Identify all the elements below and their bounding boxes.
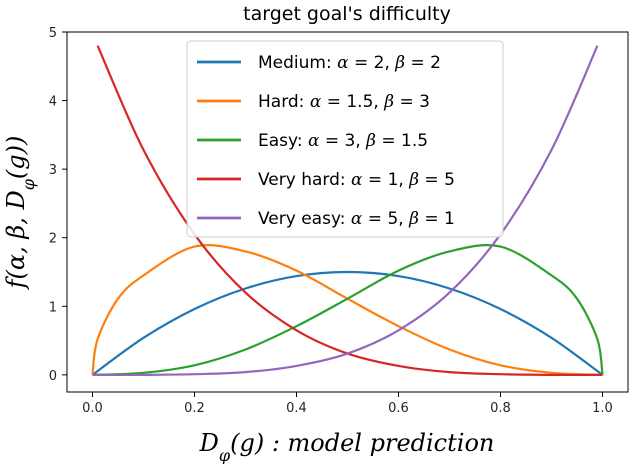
legend-box <box>186 40 504 238</box>
series-line-1 <box>91 270 604 376</box>
x-tick-label: 0.6 <box>388 401 409 416</box>
legend-label-1: Medium: α = 2, β = 2 <box>258 53 441 73</box>
y-tick-label: 4 <box>49 95 57 110</box>
legend-label-2: Hard: α = 1.5, β = 3 <box>258 92 430 112</box>
y-tick-label: 5 <box>49 26 57 41</box>
y-tick-label: 1 <box>49 300 57 315</box>
series-layer <box>91 45 604 377</box>
y-tick-label: 3 <box>49 163 57 178</box>
legend-label-5: Very easy: α = 5, β = 1 <box>258 209 455 229</box>
x-tick-label: 0.2 <box>184 401 205 416</box>
x-tick-label: 0.4 <box>286 401 307 416</box>
legend: Medium: α = 2, β = 2 Hard: α = 1.5, β = 3… <box>186 40 504 238</box>
y-axis-title: f(α, β, Dφ(g)) <box>2 136 38 291</box>
x-tick-label: 0.0 <box>82 401 103 416</box>
x-tick-label: 0.8 <box>490 401 511 416</box>
x-tick-label: 1.0 <box>592 401 613 416</box>
series-line-3 <box>92 244 604 376</box>
y-tick-label: 0 <box>49 369 57 384</box>
series-line-2 <box>91 244 603 376</box>
legend-label-3: Easy: α = 3, β = 1.5 <box>258 131 428 151</box>
series-line-4 <box>96 45 603 377</box>
series-line-5 <box>92 45 599 377</box>
plot-frame <box>66 31 629 393</box>
y-tick-label: 2 <box>49 232 57 247</box>
x-axis-title: Dφ(g) : model prediction <box>199 429 495 464</box>
legend-label-4: Very hard: α = 1, β = 5 <box>258 170 455 190</box>
chart-title: target goal's difficulty <box>243 3 451 25</box>
ticks-layer: 0.0 0.2 0.4 0.6 0.8 1.0 0 1 2 3 4 5 <box>49 26 613 416</box>
